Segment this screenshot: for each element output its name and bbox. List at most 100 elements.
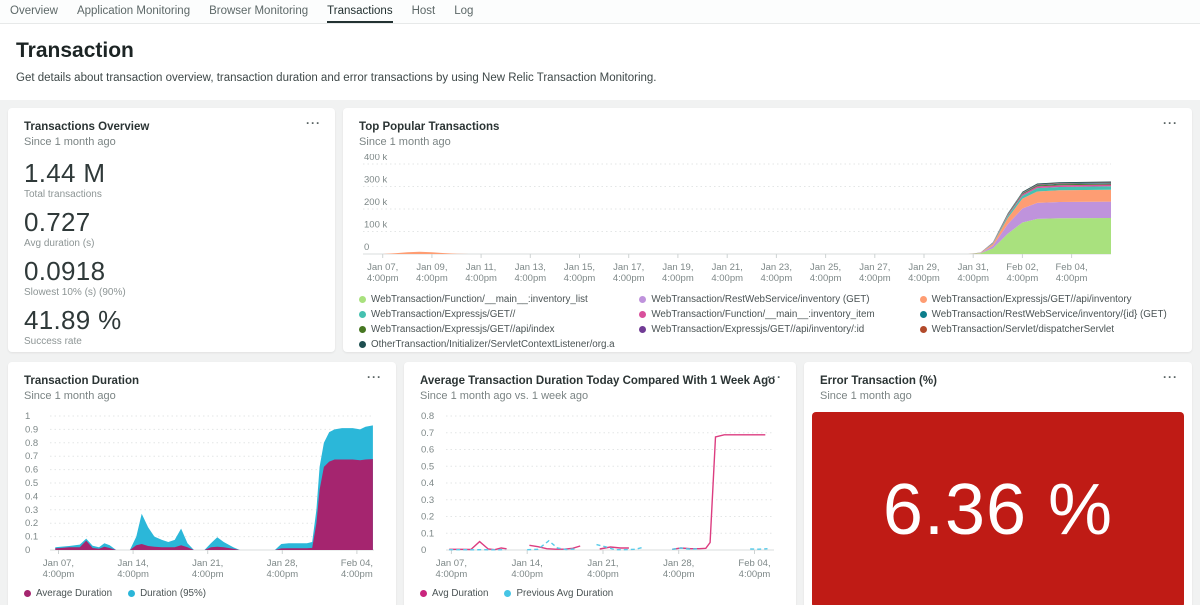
svg-text:Jan 29,: Jan 29, — [908, 262, 939, 273]
metric-total-transactions: 1.44 M Total transactions — [24, 159, 319, 201]
metric-label: Total transactions — [24, 189, 319, 201]
series-color-dot — [504, 590, 511, 597]
svg-text:Jan 23,: Jan 23, — [761, 262, 792, 273]
svg-text:Jan 27,: Jan 27, — [859, 262, 890, 273]
svg-text:Jan 17,: Jan 17, — [613, 262, 644, 273]
series-color-dot — [639, 311, 646, 318]
svg-text:4:00pm: 4:00pm — [511, 569, 543, 580]
tab-transactions[interactable]: Transactions — [327, 0, 392, 23]
legend-item[interactable]: WebTransaction/Function/__main__:invento… — [639, 309, 895, 320]
panel-menu-icon[interactable]: ··· — [306, 117, 321, 129]
metric-slowest-10: 0.0918 Slowest 10% (s) (90%) — [24, 257, 319, 299]
legend-item[interactable]: WebTransaction/RestWebService/inventory/… — [920, 309, 1176, 320]
chart-legend: Avg Duration Previous Avg Duration — [420, 588, 780, 599]
panel-menu-icon[interactable]: ··· — [367, 371, 382, 383]
dashboard-row-2: Transaction Duration Since 1 month ago ·… — [8, 362, 1192, 605]
top-nav: Overview Application Monitoring Browser … — [0, 0, 1200, 24]
svg-text:Jan 14,: Jan 14, — [512, 558, 543, 569]
svg-text:Jan 07,: Jan 07, — [43, 558, 74, 569]
series-color-dot — [639, 326, 646, 333]
svg-text:4:00pm: 4:00pm — [341, 569, 373, 580]
tab-log[interactable]: Log — [454, 0, 473, 23]
svg-text:4:00pm: 4:00pm — [587, 569, 619, 580]
svg-text:0.3: 0.3 — [25, 505, 38, 516]
metric-label: Avg duration (s) — [24, 238, 319, 250]
legend-item[interactable]: WebTransaction/Expressjs/GET//api/index — [359, 324, 615, 335]
metric-avg-duration: 0.727 Avg duration (s) — [24, 208, 319, 250]
transaction-duration-chart[interactable]: 00.10.20.30.40.50.60.70.80.91Jan 07,4:00… — [24, 408, 380, 586]
svg-text:4:00pm: 4:00pm — [908, 273, 940, 284]
legend-item[interactable]: WebTransaction/Servlet/dispatcherServlet — [920, 324, 1176, 335]
series-color-dot — [420, 590, 427, 597]
svg-text:4:00pm: 4:00pm — [761, 273, 793, 284]
svg-text:4:00pm: 4:00pm — [1056, 273, 1088, 284]
tab-application-monitoring[interactable]: Application Monitoring — [77, 0, 190, 23]
svg-text:4:00pm: 4:00pm — [367, 273, 399, 284]
series-color-dot — [359, 311, 366, 318]
svg-text:100 k: 100 k — [364, 220, 387, 231]
svg-text:0: 0 — [25, 545, 30, 556]
legend-item[interactable]: Avg Duration — [420, 588, 488, 599]
svg-text:0.6: 0.6 — [25, 465, 38, 476]
metric-value: 0.727 — [24, 208, 319, 237]
panel-subtitle: Since 1 month ago — [359, 136, 1176, 148]
svg-text:Jan 13,: Jan 13, — [515, 262, 546, 273]
svg-text:Jan 07,: Jan 07, — [367, 262, 398, 273]
panel-avg-duration-compare: Average Transaction Duration Today Compa… — [404, 362, 796, 605]
metric-value: 0.0918 — [24, 257, 319, 286]
svg-text:4:00pm: 4:00pm — [117, 569, 149, 580]
legend-item[interactable]: WebTransaction/RestWebService/inventory … — [639, 294, 895, 305]
avg-duration-compare-chart[interactable]: 00.10.20.30.40.50.60.70.8Jan 07,4:00pmJa… — [420, 408, 780, 586]
legend-item[interactable]: WebTransaction/Expressjs/GET//api/invent… — [920, 294, 1176, 305]
metric-value: 1.44 M — [24, 159, 319, 188]
tab-host[interactable]: Host — [412, 0, 436, 23]
panel-menu-icon[interactable]: ··· — [1163, 117, 1178, 129]
svg-text:4:00pm: 4:00pm — [662, 273, 694, 284]
svg-text:0.6: 0.6 — [421, 445, 434, 456]
panel-menu-icon[interactable]: ··· — [767, 371, 782, 383]
panel-title: Average Transaction Duration Today Compa… — [420, 375, 780, 387]
legend-item[interactable]: Duration (95%) — [128, 588, 206, 599]
panel-top-popular-transactions: Top Popular Transactions Since 1 month a… — [343, 108, 1192, 352]
top-popular-transactions-chart[interactable]: 0100 k200 k300 k400 kJan 07,4:00pmJan 09… — [359, 154, 1113, 288]
chart-legend: Average Duration Duration (95%) — [24, 588, 380, 599]
legend-item[interactable]: WebTransaction/Expressjs/GET// — [359, 309, 615, 320]
svg-text:0.1: 0.1 — [25, 532, 38, 543]
svg-text:Jan 28,: Jan 28, — [267, 558, 298, 569]
panel-menu-icon[interactable]: ··· — [1163, 371, 1178, 383]
svg-text:4:00pm: 4:00pm — [711, 273, 743, 284]
tab-browser-monitoring[interactable]: Browser Monitoring — [209, 0, 308, 23]
panel-subtitle: Since 1 month ago — [24, 136, 319, 148]
dashboard: Transactions Overview Since 1 month ago … — [0, 100, 1200, 605]
page-description: Get details about transaction overview, … — [16, 72, 1184, 84]
svg-text:Jan 11,: Jan 11, — [466, 262, 496, 273]
svg-text:0.7: 0.7 — [25, 451, 38, 462]
svg-text:0: 0 — [421, 545, 426, 556]
panel-error-transaction: Error Transaction (%) Since 1 month ago … — [804, 362, 1192, 605]
svg-text:4:00pm: 4:00pm — [465, 273, 497, 284]
svg-text:4:00pm: 4:00pm — [1007, 273, 1039, 284]
legend-item[interactable]: Previous Avg Duration — [504, 588, 613, 599]
series-color-dot — [359, 326, 366, 333]
svg-text:Jan 21,: Jan 21, — [192, 558, 223, 569]
legend-item[interactable]: OtherTransaction/Initializer/ServletCont… — [359, 339, 615, 350]
svg-text:4:00pm: 4:00pm — [436, 569, 468, 580]
series-color-dot — [920, 311, 927, 318]
svg-text:Jan 15,: Jan 15, — [564, 262, 595, 273]
panel-subtitle: Since 1 month ago — [820, 390, 1176, 402]
svg-text:Jan 21,: Jan 21, — [712, 262, 743, 273]
legend-item[interactable]: Average Duration — [24, 588, 112, 599]
legend-item[interactable]: WebTransaction/Function/__main__:invento… — [359, 294, 615, 305]
svg-text:4:00pm: 4:00pm — [43, 569, 75, 580]
svg-text:4:00pm: 4:00pm — [416, 273, 448, 284]
panel-title: Top Popular Transactions — [359, 121, 1176, 133]
svg-text:Jan 19,: Jan 19, — [662, 262, 693, 273]
series-color-dot — [639, 296, 646, 303]
legend-item[interactable]: WebTransaction/Expressjs/GET//api/invent… — [639, 324, 895, 335]
svg-text:0.7: 0.7 — [421, 428, 434, 439]
svg-text:4:00pm: 4:00pm — [739, 569, 771, 580]
tab-overview[interactable]: Overview — [10, 0, 58, 23]
svg-text:0.8: 0.8 — [421, 411, 434, 422]
svg-text:4:00pm: 4:00pm — [663, 569, 695, 580]
panel-transactions-overview: Transactions Overview Since 1 month ago … — [8, 108, 335, 352]
